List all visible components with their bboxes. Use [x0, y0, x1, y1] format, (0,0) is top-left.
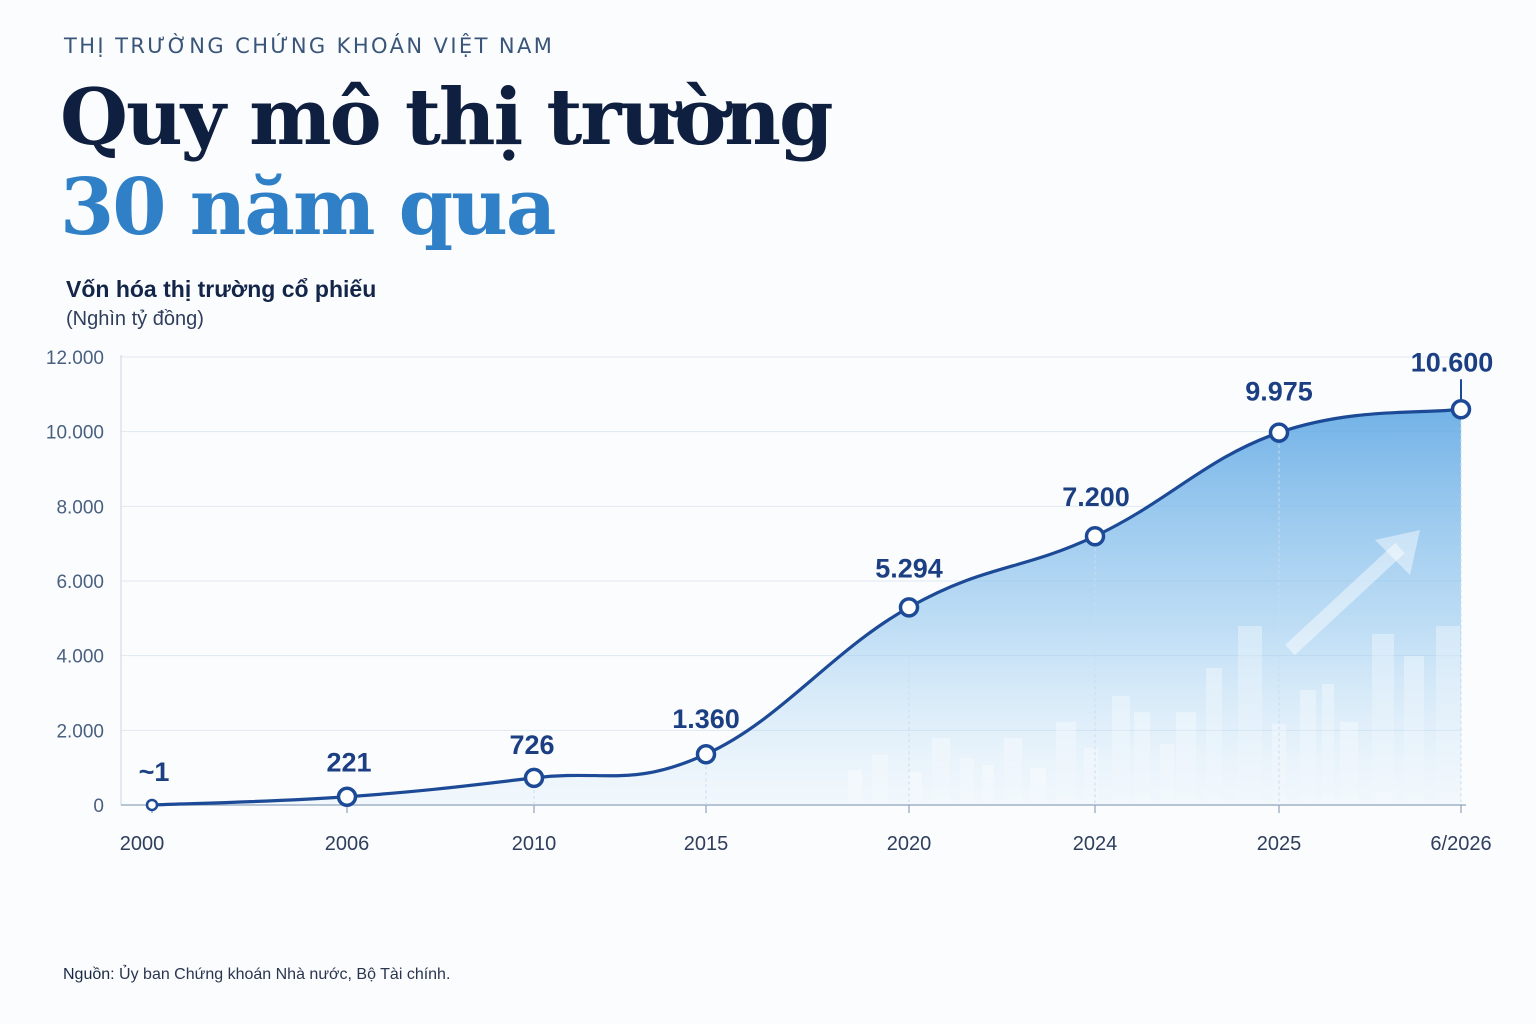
area-fill [152, 409, 1461, 805]
data-label: 9.975 [1245, 377, 1313, 407]
data-point [898, 597, 920, 618]
data-point [336, 786, 358, 807]
data-point [1268, 422, 1290, 443]
y-tick-label: 10.000 [46, 423, 104, 444]
data-label: 10.600 [1411, 347, 1494, 377]
source-note: Nguồn: Ủy ban Chứng khoán Nhà nước, Bộ T… [63, 966, 450, 984]
x-tick-label: 2010 [512, 833, 557, 855]
y-tick-label: 8.000 [56, 497, 104, 518]
y-tick-label: 2.000 [56, 721, 104, 742]
data-point [145, 798, 159, 812]
page-subtitle: 30 năm qua [60, 162, 556, 253]
source-label: Nguồn: [63, 966, 115, 983]
skyline-decoration [848, 530, 1460, 805]
chart-unit: (Nghìn tỷ đồng) [66, 308, 204, 330]
data-point [1450, 399, 1472, 420]
y-tick-label: 12.000 [46, 348, 104, 369]
kicker: THỊ TRƯỜNG CHỨNG KHOÁN VIỆT NAM [64, 34, 555, 58]
data-label: ~1 [139, 757, 170, 787]
source-text: Ủy ban Chứng khoán Nhà nước, Bộ Tài chín… [114, 966, 451, 983]
x-tick-label: 2015 [684, 833, 729, 855]
data-label: 7.200 [1062, 482, 1130, 512]
x-tick-label: 2020 [887, 833, 932, 855]
data-point [523, 767, 545, 789]
x-tick-label: 2006 [325, 833, 370, 855]
chart-title: Vốn hóa thị trường cổ phiếu [66, 276, 377, 302]
page-title: Quy mô thị trường [60, 72, 833, 163]
data-label: 1.360 [672, 704, 740, 734]
y-tick-label: 4.000 [56, 647, 104, 668]
x-tick-label: 2000 [120, 833, 165, 855]
series-line [151, 407, 1462, 807]
y-axis: 0 2.000 4.000 6.000 8.000 10.000 12.000 [46, 348, 122, 817]
y-tick-label: 6.000 [56, 572, 104, 593]
data-label: 726 [509, 730, 554, 760]
data-point [695, 743, 717, 765]
y-tick-label: 0 [93, 796, 104, 817]
x-tick-label: 6/2026 [1430, 833, 1491, 855]
data-point [1084, 525, 1106, 547]
x-tick-label: 2024 [1073, 833, 1118, 855]
data-label: 5.294 [875, 553, 943, 583]
x-tick-label: 2025 [1257, 833, 1302, 855]
data-label: 221 [326, 748, 371, 778]
